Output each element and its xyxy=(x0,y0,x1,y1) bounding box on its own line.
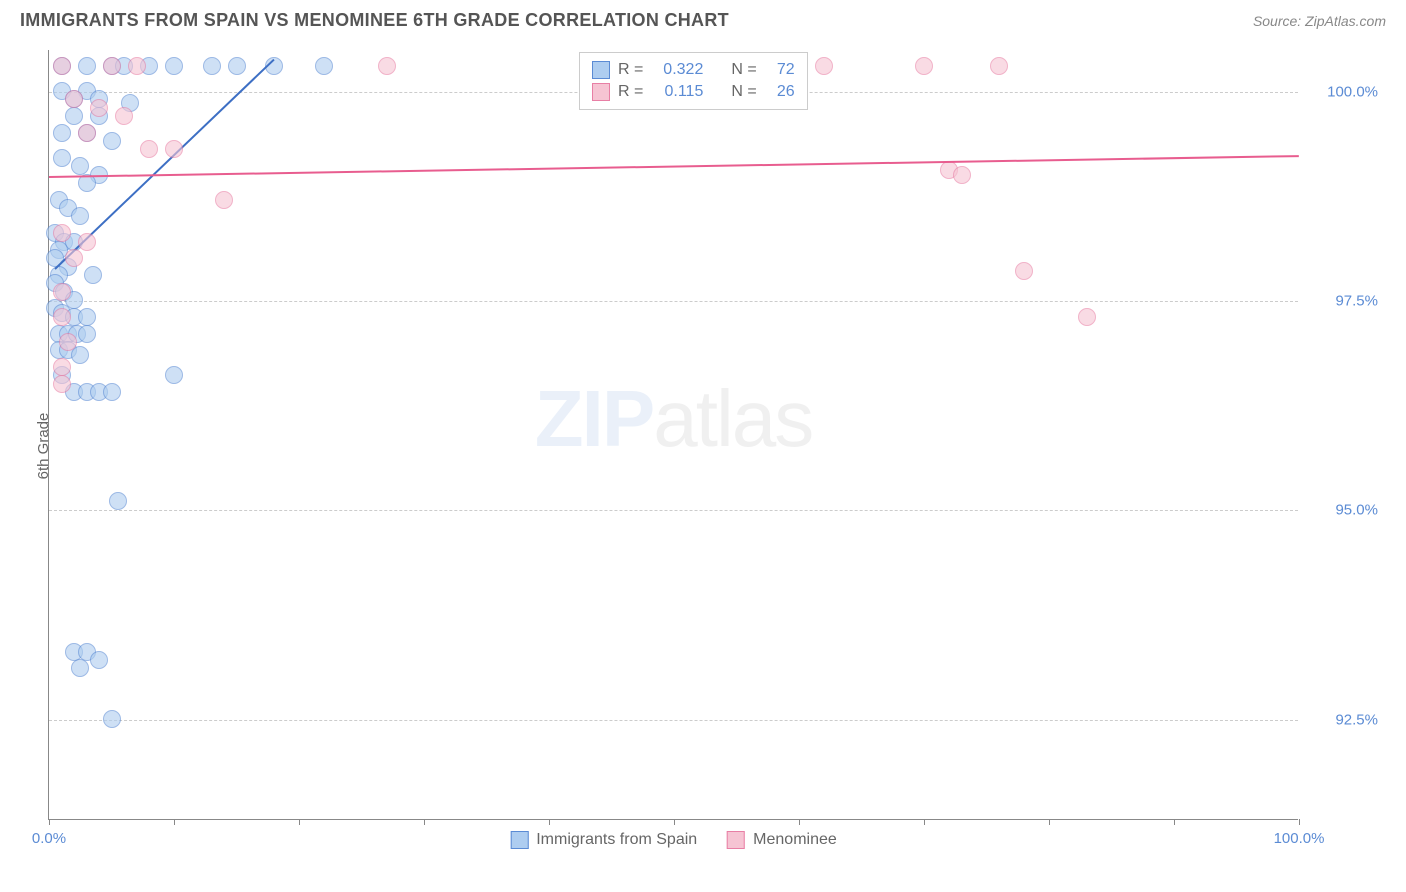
x-tick-mark xyxy=(1049,819,1050,825)
x-tick-mark xyxy=(49,819,50,825)
trend-line xyxy=(49,155,1299,178)
n-value: 26 xyxy=(765,83,795,101)
r-label: R = xyxy=(618,61,643,79)
data-point xyxy=(90,99,108,117)
x-tick-mark xyxy=(424,819,425,825)
data-point xyxy=(53,283,71,301)
r-value: 0.322 xyxy=(651,61,703,79)
n-label: N = xyxy=(731,83,756,101)
x-tick-mark xyxy=(924,819,925,825)
x-tick-mark xyxy=(1174,819,1175,825)
x-tick-mark xyxy=(299,819,300,825)
data-point xyxy=(1078,308,1096,326)
data-point xyxy=(165,57,183,75)
x-tick-mark xyxy=(174,819,175,825)
data-point xyxy=(990,57,1008,75)
data-point xyxy=(103,57,121,75)
watermark-thin: atlas xyxy=(653,374,812,463)
data-point xyxy=(215,191,233,209)
data-point xyxy=(228,57,246,75)
data-point xyxy=(90,651,108,669)
legend-swatch xyxy=(727,831,745,849)
data-point xyxy=(140,140,158,158)
y-tick-label: 95.0% xyxy=(1308,502,1378,519)
watermark-bold: ZIP xyxy=(535,374,653,463)
data-point xyxy=(953,166,971,184)
x-tick-mark xyxy=(799,819,800,825)
chart-title: IMMIGRANTS FROM SPAIN VS MENOMINEE 6TH G… xyxy=(20,10,729,31)
data-point xyxy=(78,308,96,326)
data-point xyxy=(78,57,96,75)
x-tick-label: 100.0% xyxy=(1274,830,1325,847)
data-point xyxy=(53,149,71,167)
data-point xyxy=(103,383,121,401)
data-point xyxy=(71,659,89,677)
data-point xyxy=(78,124,96,142)
data-point xyxy=(78,233,96,251)
legend-swatch xyxy=(592,83,610,101)
data-point xyxy=(203,57,221,75)
legend-label: Menominee xyxy=(753,831,837,849)
data-point xyxy=(53,375,71,393)
data-point xyxy=(315,57,333,75)
data-point xyxy=(53,224,71,242)
gridline xyxy=(49,720,1298,721)
data-point xyxy=(78,325,96,343)
data-point xyxy=(53,124,71,142)
data-point xyxy=(915,57,933,75)
scatter-chart: ZIPatlas 100.0%97.5%95.0%92.5%0.0%100.0%… xyxy=(48,50,1298,820)
r-value: 0.115 xyxy=(651,83,703,101)
legend-swatch xyxy=(592,61,610,79)
x-tick-label: 0.0% xyxy=(32,830,66,847)
source-label: Source: ZipAtlas.com xyxy=(1253,13,1386,29)
data-point xyxy=(65,90,83,108)
data-point xyxy=(103,132,121,150)
watermark: ZIPatlas xyxy=(535,373,812,465)
x-tick-mark xyxy=(549,819,550,825)
legend-row: R = 0.115 N = 26 xyxy=(592,81,795,103)
data-point xyxy=(53,308,71,326)
y-tick-label: 100.0% xyxy=(1308,83,1378,100)
data-point xyxy=(115,107,133,125)
data-point xyxy=(71,157,89,175)
data-point xyxy=(103,710,121,728)
legend-swatch xyxy=(510,831,528,849)
legend-item: Immigrants from Spain xyxy=(510,831,697,849)
data-point xyxy=(1015,262,1033,280)
correlation-legend: R = 0.322 N = 72 R = 0.115 N = 26 xyxy=(579,52,808,110)
legend-row: R = 0.322 N = 72 xyxy=(592,59,795,81)
data-point xyxy=(815,57,833,75)
x-tick-mark xyxy=(674,819,675,825)
n-label: N = xyxy=(731,61,756,79)
data-point xyxy=(65,107,83,125)
data-point xyxy=(53,358,71,376)
legend-item: Menominee xyxy=(727,831,837,849)
y-tick-label: 92.5% xyxy=(1308,711,1378,728)
data-point xyxy=(59,333,77,351)
data-point xyxy=(109,492,127,510)
data-point xyxy=(165,366,183,384)
data-point xyxy=(84,266,102,284)
data-point xyxy=(378,57,396,75)
gridline xyxy=(49,510,1298,511)
x-tick-mark xyxy=(1299,819,1300,825)
legend-label: Immigrants from Spain xyxy=(536,831,697,849)
data-point xyxy=(65,249,83,267)
r-label: R = xyxy=(618,83,643,101)
data-point xyxy=(71,207,89,225)
gridline xyxy=(49,301,1298,302)
data-point xyxy=(53,57,71,75)
data-point xyxy=(165,140,183,158)
n-value: 72 xyxy=(765,61,795,79)
data-point xyxy=(128,57,146,75)
y-tick-label: 97.5% xyxy=(1308,293,1378,310)
series-legend: Immigrants from Spain Menominee xyxy=(510,831,837,849)
